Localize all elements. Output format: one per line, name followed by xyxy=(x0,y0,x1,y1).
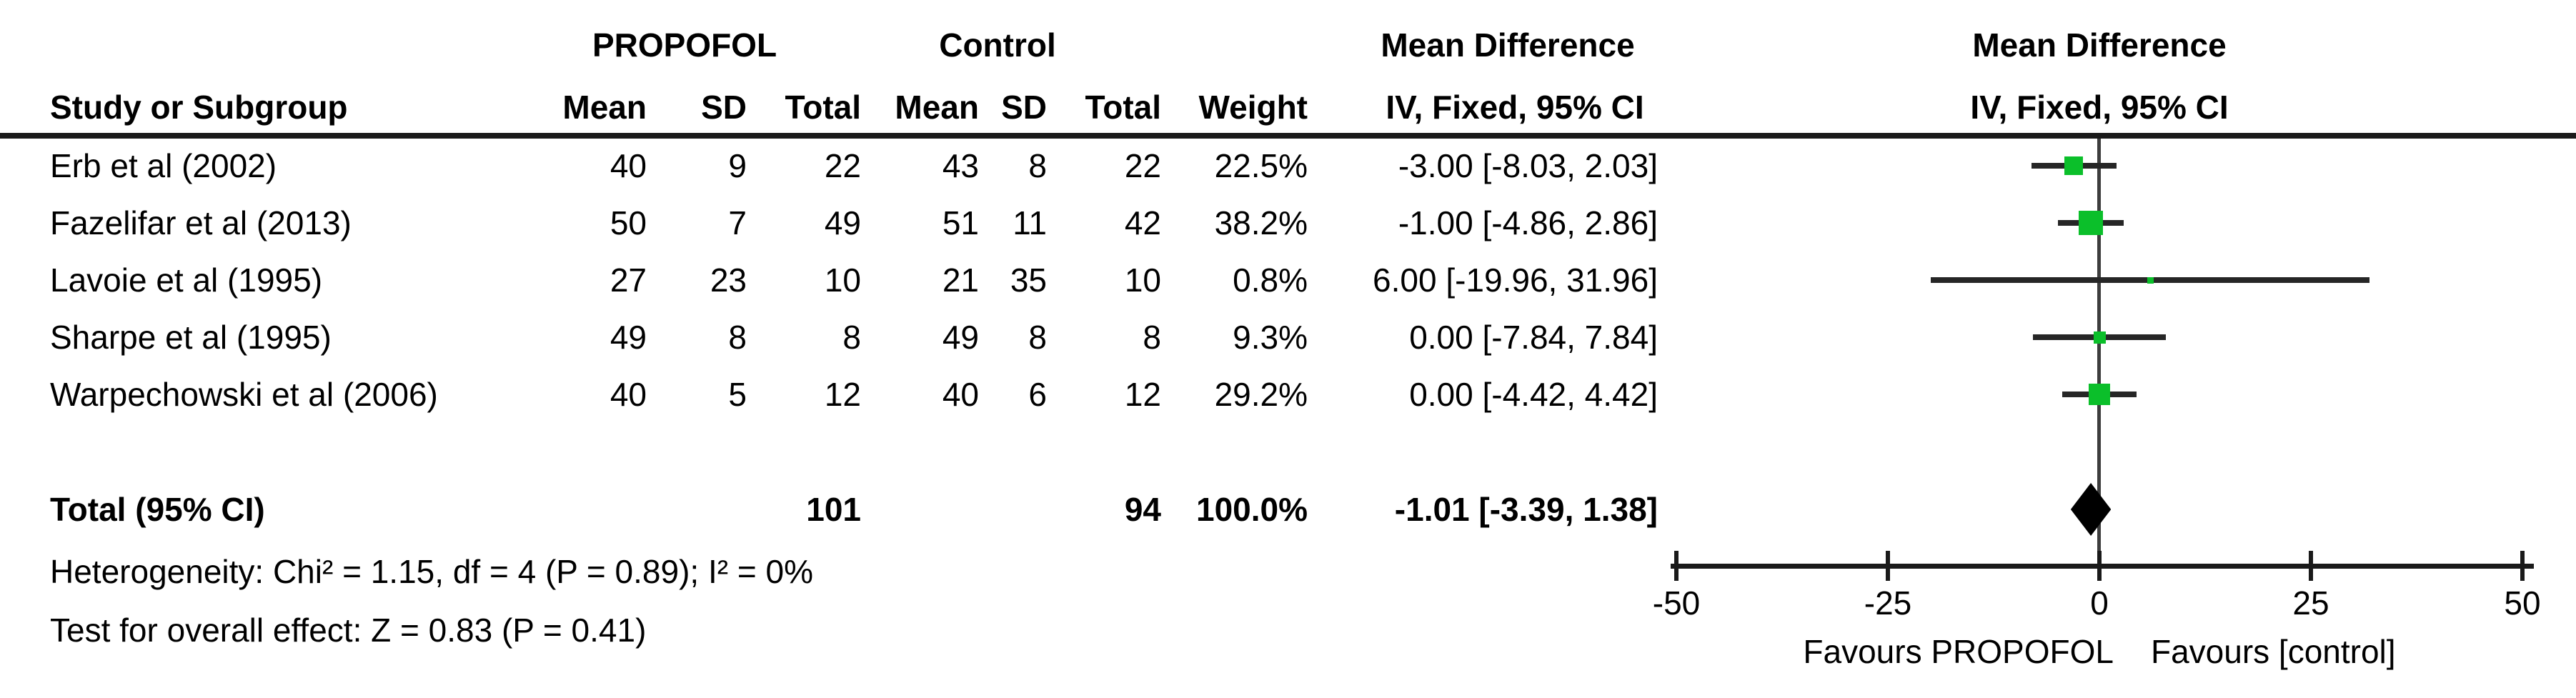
weight-value: 22.5% xyxy=(1214,147,1308,184)
propofol-mean-value: 50 xyxy=(610,204,647,241)
axis-favours-labels: Favours PROPOFOL Favours [control] xyxy=(1456,633,2576,670)
study-label: Fazelifar et al (2013) xyxy=(50,204,352,241)
propofol-sd-value: 5 xyxy=(728,376,747,413)
favours-left-label: Favours PROPOFOL xyxy=(1803,633,2114,670)
group2-header: Control xyxy=(939,26,1056,64)
control-mean-value: 21 xyxy=(942,261,979,299)
control-sd-value: 35 xyxy=(1010,261,1047,299)
propofol-total-value: 10 xyxy=(824,261,861,299)
x-axis-tick xyxy=(2309,551,2313,581)
plot-subtitle: IV, Fixed, 95% CI xyxy=(1970,89,2229,126)
control-sd-value: 11 xyxy=(1013,204,1047,241)
propofol-mean-value: 40 xyxy=(610,147,647,184)
study-column-header: Study or Subgroup xyxy=(50,89,348,126)
propofol-sd-value: 7 xyxy=(728,204,747,241)
control-sd-value: 8 xyxy=(1028,319,1047,356)
propofol-mean-value: 49 xyxy=(610,319,647,356)
control-sd-value: 6 xyxy=(1028,376,1047,413)
control-mean-value: 43 xyxy=(942,147,979,184)
study-label: Warpechowski et al (2006) xyxy=(50,376,438,413)
x-axis-tick xyxy=(2520,551,2525,581)
control-total-value: 10 xyxy=(1124,261,1161,299)
total-propofol-n: 101 xyxy=(806,491,861,528)
control-mean-value: 49 xyxy=(942,319,979,356)
total-control-n: 94 xyxy=(1124,491,1161,528)
plot-title: Mean Difference xyxy=(1972,26,2227,64)
weight-column-header: Weight xyxy=(1198,89,1308,126)
total-label: Total (95% CI) xyxy=(50,491,265,528)
study-label: Sharpe et al (1995) xyxy=(50,319,332,356)
md-ci-text: 0.00 [-4.42, 4.42] xyxy=(1409,376,1658,413)
md-ci-text: -3.00 [-8.03, 2.03] xyxy=(1398,147,1658,184)
control-sd-value: 8 xyxy=(1028,147,1047,184)
zero-line xyxy=(2097,139,2101,566)
propofol-total-value: 22 xyxy=(824,147,861,184)
weight-value: 38.2% xyxy=(1214,204,1308,241)
x-axis-tick-label: -25 xyxy=(1864,584,1912,622)
x-axis-tick xyxy=(1674,551,1679,581)
x-axis-line xyxy=(1671,564,2534,569)
total-weight: 100.0% xyxy=(1195,491,1308,528)
control-total-value: 42 xyxy=(1124,204,1161,241)
control-total-value: 12 xyxy=(1124,376,1161,413)
propofol-total-value: 49 xyxy=(824,204,861,241)
md-ci-text: -1.00 [-4.86, 2.86] xyxy=(1398,204,1658,241)
total-md-ci-text: -1.01 [-3.39, 1.38] xyxy=(1394,491,1658,528)
group1-header: PROPOFOL xyxy=(592,26,777,64)
study-marker xyxy=(2079,211,2104,235)
control-total-header: Total xyxy=(1085,89,1161,126)
propofol-sd-header: SD xyxy=(701,89,747,126)
propofol-mean-value: 40 xyxy=(610,376,647,413)
propofol-mean-value: 27 xyxy=(610,261,647,299)
x-axis-tick-label: 25 xyxy=(2292,584,2329,622)
x-axis-tick-label: 0 xyxy=(2090,584,2109,622)
x-axis-tick-label: -50 xyxy=(1652,584,1701,622)
propofol-sd-value: 8 xyxy=(728,319,747,356)
weight-value: 29.2% xyxy=(1214,376,1308,413)
control-mean-header: Mean xyxy=(895,89,979,126)
x-axis-tick-label: 50 xyxy=(2504,584,2541,622)
study-marker xyxy=(2064,156,2084,175)
md-ci-text: 0.00 [-7.84, 7.84] xyxy=(1409,319,1658,356)
propofol-total-header: Total xyxy=(785,89,861,126)
table-row: Erb et al (2002) 40 9 22 43 8 22 22.5% -… xyxy=(0,147,1715,184)
propofol-mean-header: Mean xyxy=(562,89,647,126)
overall-effect-note: Test for overall effect: Z = 0.83 (P = 0… xyxy=(50,612,647,649)
control-sd-header: SD xyxy=(1001,89,1047,126)
table-row: Sharpe et al (1995) 49 8 8 49 8 8 9.3% 0… xyxy=(0,319,1715,356)
table-row: Warpechowski et al (2006) 40 5 12 40 6 1… xyxy=(0,376,1715,413)
study-label: Erb et al (2002) xyxy=(50,147,277,184)
x-axis-tick xyxy=(2097,551,2102,581)
heterogeneity-note: Heterogeneity: Chi² = 1.15, df = 4 (P = … xyxy=(50,553,813,590)
propofol-sd-value: 9 xyxy=(728,147,747,184)
x-axis-tick xyxy=(1886,551,1890,581)
propofol-total-value: 8 xyxy=(842,319,861,356)
effect-column-title: Mean Difference xyxy=(1381,26,1635,64)
header-rule xyxy=(0,133,2576,139)
control-total-value: 8 xyxy=(1143,319,1161,356)
control-mean-value: 40 xyxy=(942,376,979,413)
study-marker xyxy=(2093,331,2106,344)
md-ci-text: 6.00 [-19.96, 31.96] xyxy=(1373,261,1658,299)
table-row: Lavoie et al (1995) 27 23 10 21 35 10 0.… xyxy=(0,261,1715,299)
total-diamond xyxy=(2070,483,2112,536)
weight-value: 0.8% xyxy=(1233,261,1308,299)
propofol-total-value: 12 xyxy=(824,376,861,413)
weight-value: 9.3% xyxy=(1233,319,1308,356)
control-total-value: 22 xyxy=(1124,147,1161,184)
study-marker xyxy=(2089,384,2110,405)
study-label: Lavoie et al (1995) xyxy=(50,261,323,299)
propofol-sd-value: 23 xyxy=(710,261,747,299)
control-mean-value: 51 xyxy=(942,204,979,241)
favours-right-label: Favours [control] xyxy=(2150,633,2396,670)
study-marker xyxy=(2147,276,2154,284)
effect-column-subtitle: IV, Fixed, 95% CI xyxy=(1386,89,1644,126)
table-row: Fazelifar et al (2013) 50 7 49 51 11 42 … xyxy=(0,204,1715,241)
